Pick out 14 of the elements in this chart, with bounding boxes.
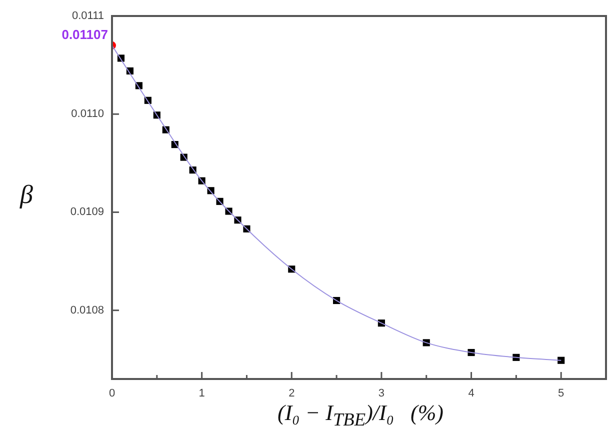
- y-axis-title: β: [20, 180, 33, 210]
- x-tick-label: 3: [378, 388, 385, 400]
- x-tick-label: 5: [558, 388, 564, 400]
- x-axis-title: (I₀ − I$_{TBE}$)/I₀ (%): [276, 400, 444, 430]
- x-tick-label: 1: [198, 388, 205, 400]
- y-tick-label: 0.0108: [70, 304, 104, 316]
- y-tick-label: 0.0110: [71, 108, 104, 120]
- y-tick-label: 0.0111: [72, 10, 104, 22]
- x-tick-label: 4: [468, 388, 474, 400]
- annotation: 0.01107: [62, 27, 108, 42]
- y-tick-label: 0.0109: [70, 206, 104, 218]
- point: [558, 356, 565, 364]
- x-tick-label: 2: [288, 388, 295, 400]
- x-tick-label: 0: [108, 388, 116, 400]
